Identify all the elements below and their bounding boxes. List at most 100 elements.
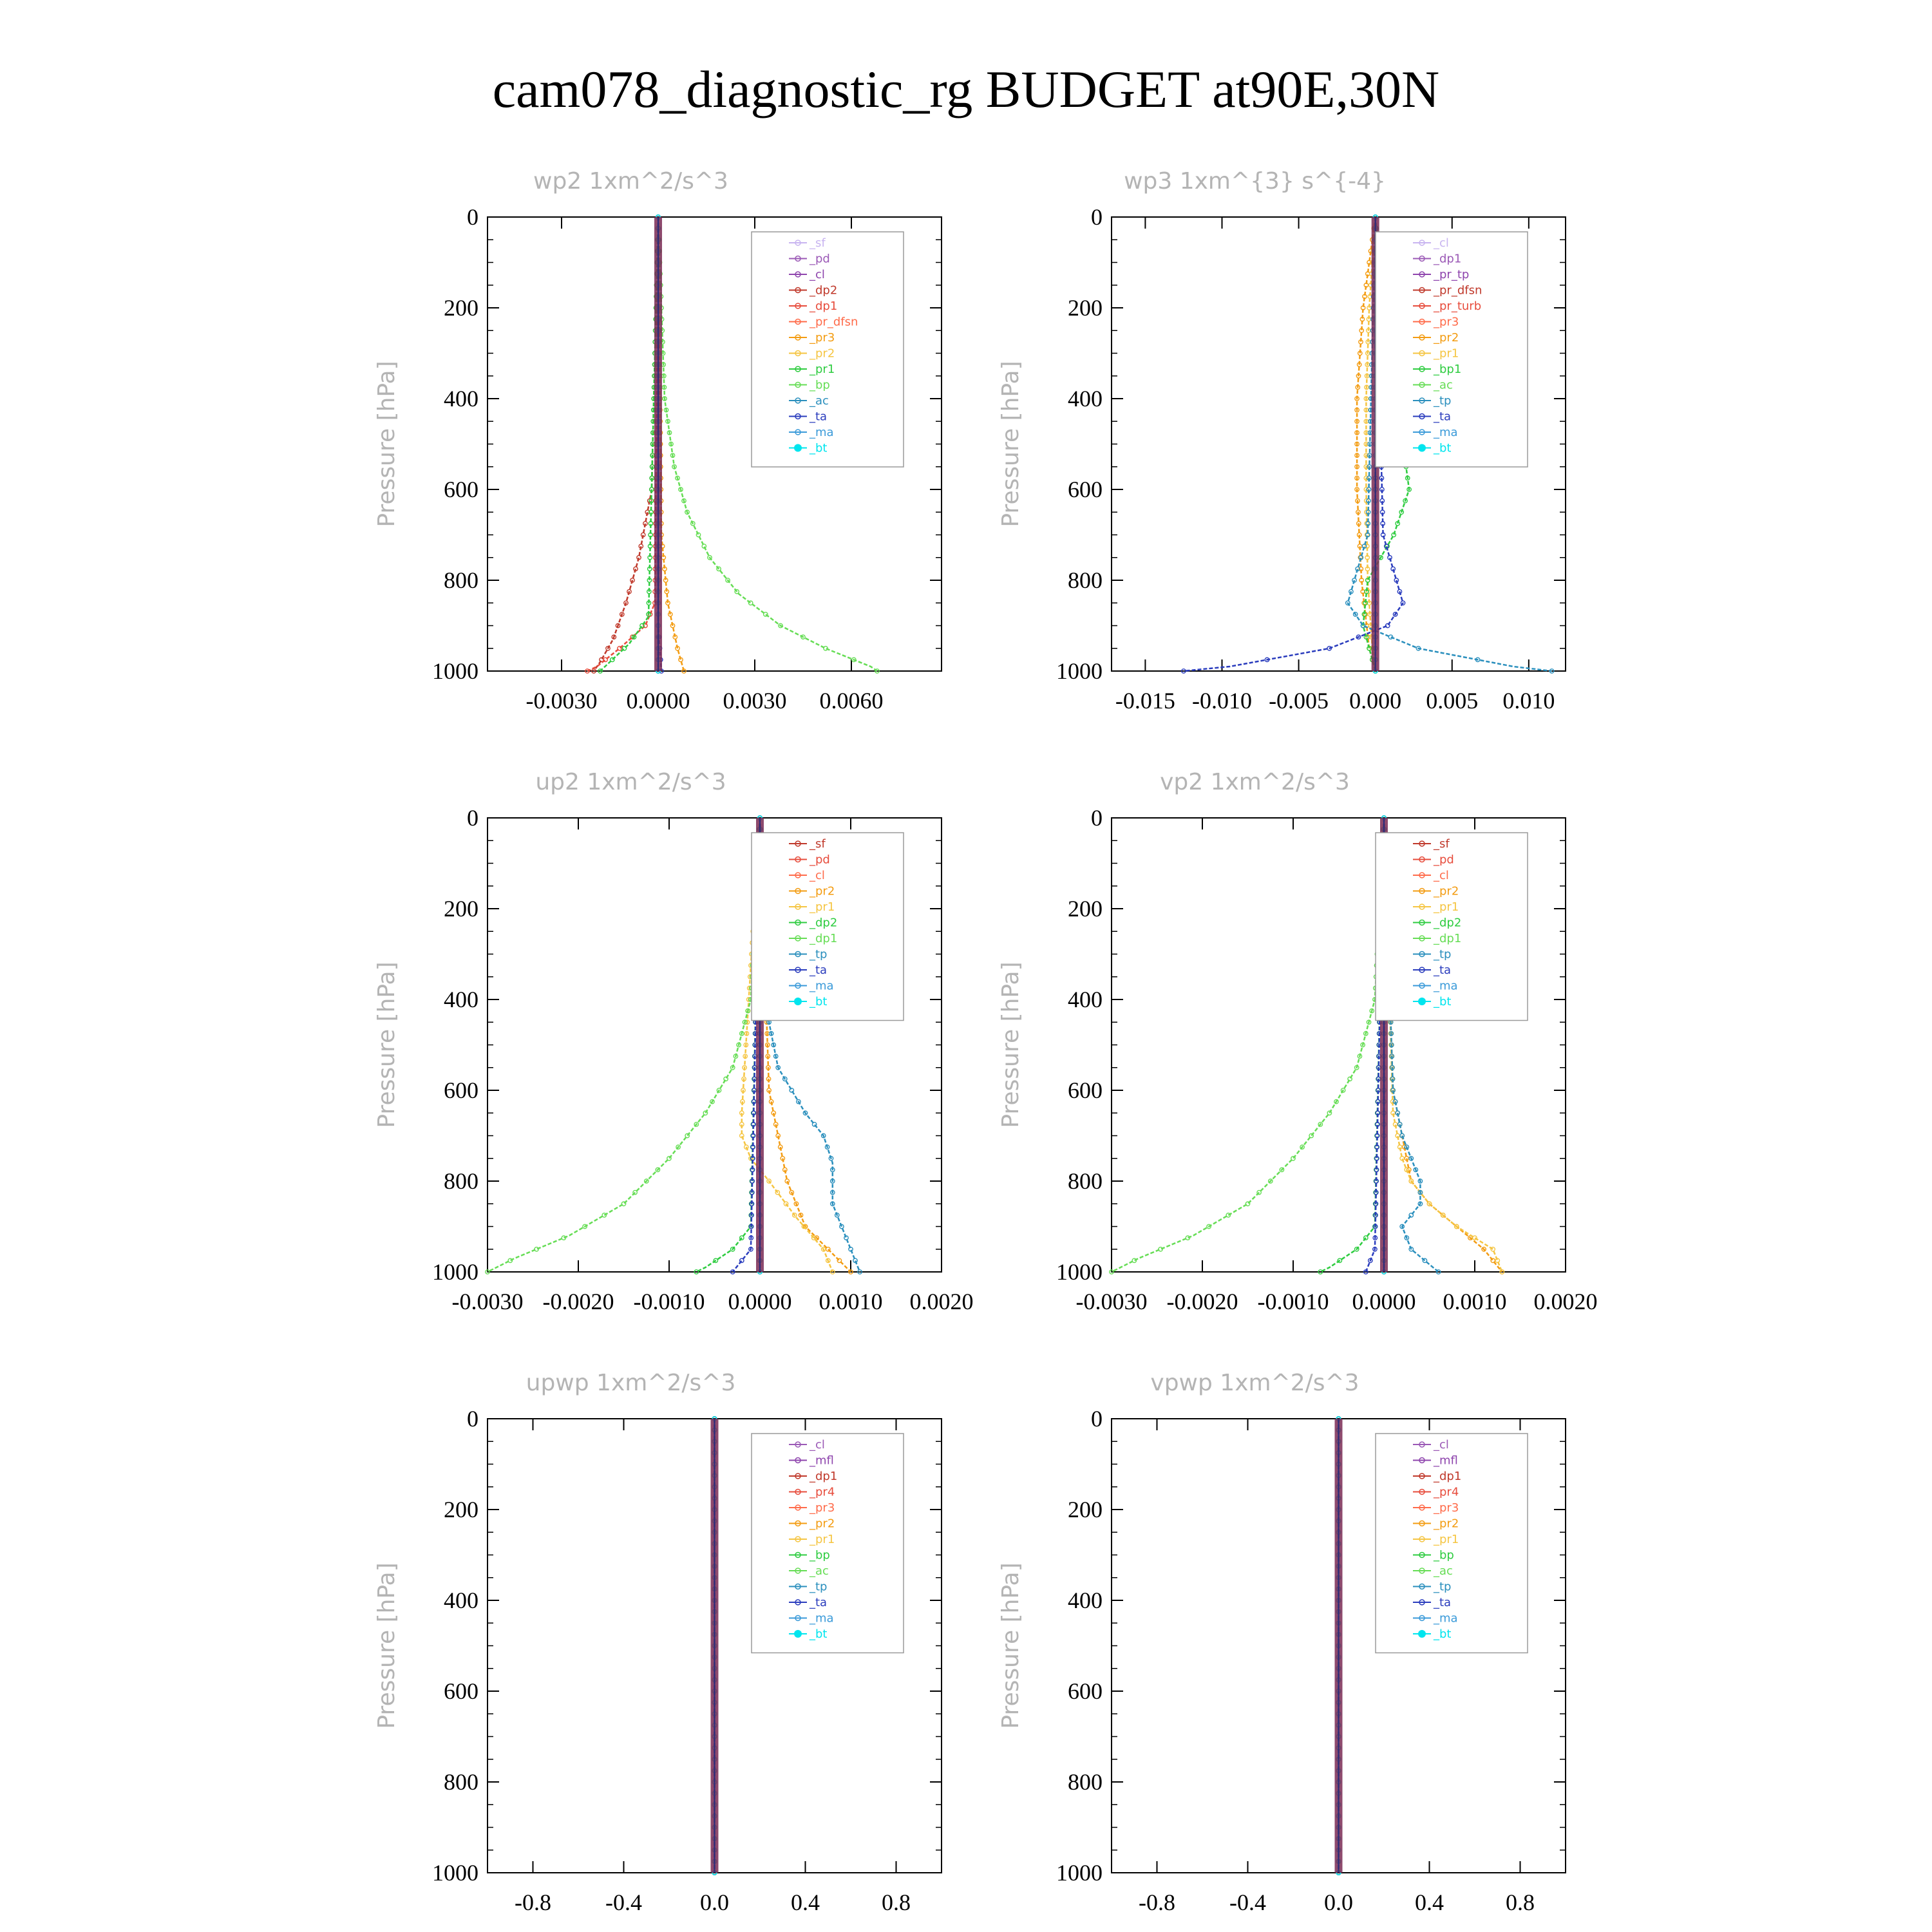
x-tick-label: 0.0000 [627, 688, 690, 714]
legend-marker [1419, 1520, 1425, 1527]
y-tick-label: 400 [1068, 987, 1103, 1012]
legend-label: _bp [809, 1549, 830, 1562]
x-tick-label: -0.010 [1192, 688, 1252, 714]
y-tick-label: 0 [467, 1406, 478, 1432]
data-point [1390, 1088, 1396, 1093]
legend-label: _bt [809, 1627, 827, 1641]
data-point [1291, 1155, 1296, 1161]
y-tick-label: 800 [444, 1168, 478, 1194]
legend-marker [795, 1599, 801, 1605]
data-point [631, 634, 637, 639]
data-point [1379, 498, 1385, 504]
y-tick-label: 400 [444, 386, 478, 412]
data-point [789, 1189, 795, 1195]
data-point [485, 1269, 490, 1274]
data-point [848, 1246, 853, 1252]
data-point [796, 1099, 801, 1104]
legend-item: _tp [1413, 1580, 1451, 1594]
legend-marker [1419, 1473, 1425, 1479]
y-axis-label: Pressure [hPa] [374, 361, 400, 527]
data-point [617, 645, 622, 651]
legend-marker [1419, 1536, 1425, 1542]
data-point [1132, 1258, 1137, 1264]
data-point [848, 1269, 853, 1274]
legend-label: _pr3 [1433, 316, 1459, 329]
legend-marker [795, 856, 801, 863]
y-tick-label: 200 [444, 295, 478, 321]
legend-item: _ma [789, 426, 834, 439]
data-point [1454, 1224, 1459, 1229]
legend-item: _bt [1413, 442, 1451, 455]
x-tick-label: 0.005 [1426, 688, 1478, 714]
data-point [750, 1167, 755, 1173]
data-point [1363, 453, 1369, 458]
legend-label: _ma [1433, 980, 1458, 993]
legend-marker [1418, 444, 1426, 452]
y-tick-label: 600 [444, 477, 478, 502]
y-tick-label: 400 [444, 987, 478, 1012]
data-point [1367, 645, 1372, 651]
data-point [1366, 475, 1372, 481]
data-point [1318, 1122, 1323, 1127]
series-line-dp1 [1111, 817, 1385, 1273]
data-point [1354, 453, 1360, 458]
data-point [1264, 657, 1270, 663]
data-point [1363, 498, 1369, 504]
data-point [1367, 464, 1372, 469]
data-point [694, 1269, 699, 1274]
data-point [1364, 589, 1369, 594]
data-point [1392, 1099, 1398, 1104]
data-point [750, 1133, 756, 1139]
data-point [1408, 1213, 1414, 1218]
legend-marker [794, 1630, 802, 1638]
data-point [1365, 521, 1371, 526]
legend-label: _cl [1433, 236, 1449, 250]
legend-marker [1419, 366, 1425, 372]
data-point [662, 566, 667, 572]
data-point [1372, 1246, 1378, 1252]
data-point [1404, 1144, 1410, 1150]
x-tick-label: -0.0020 [1167, 1289, 1238, 1314]
data-point [730, 1065, 735, 1070]
x-tick-label: 0.8 [882, 1889, 911, 1915]
panel-title: vpwp 1xm^2/s^3 [1150, 1370, 1359, 1396]
data-point [1364, 384, 1369, 390]
legend-item: _mfl [1413, 1454, 1458, 1468]
legend-item: _pd [789, 853, 830, 867]
legend-label: _pr1 [1433, 1533, 1459, 1546]
data-point [743, 1054, 748, 1059]
data-point [663, 578, 668, 583]
data-point [1352, 578, 1357, 583]
legend-label: _pd [1433, 853, 1454, 867]
legend-marker [795, 887, 801, 895]
data-point [1380, 521, 1386, 526]
data-point [667, 430, 672, 435]
data-point [1397, 1144, 1403, 1150]
data-point [1360, 1042, 1366, 1048]
legend-label: _bt [809, 995, 827, 1009]
data-point [1359, 328, 1365, 334]
data-point [681, 498, 687, 504]
legend-label: _cl [1433, 869, 1449, 882]
data-point [1309, 1133, 1314, 1139]
data-point [1340, 1088, 1346, 1093]
y-tick-label: 400 [1068, 386, 1103, 412]
data-point [1394, 578, 1399, 583]
data-point [643, 521, 648, 526]
y-tick-label: 200 [1068, 1497, 1103, 1522]
x-tick-label: -0.0030 [1076, 1289, 1148, 1314]
data-point [1383, 544, 1389, 549]
legend-item: _tp [789, 1580, 827, 1594]
data-point [1374, 1179, 1379, 1184]
legend-item: _bp [1413, 1549, 1454, 1562]
data-point [685, 509, 690, 515]
legend-item: _pr2 [789, 1517, 835, 1531]
legend-label: _mfl [1433, 1454, 1458, 1468]
legend-marker [795, 1520, 801, 1527]
data-point [647, 498, 652, 504]
legend-item: _pr_turb [1413, 299, 1481, 313]
legend-item: _sf [789, 236, 826, 250]
data-point [1395, 1110, 1401, 1116]
data-point [646, 612, 651, 617]
data-point [1347, 1076, 1353, 1082]
